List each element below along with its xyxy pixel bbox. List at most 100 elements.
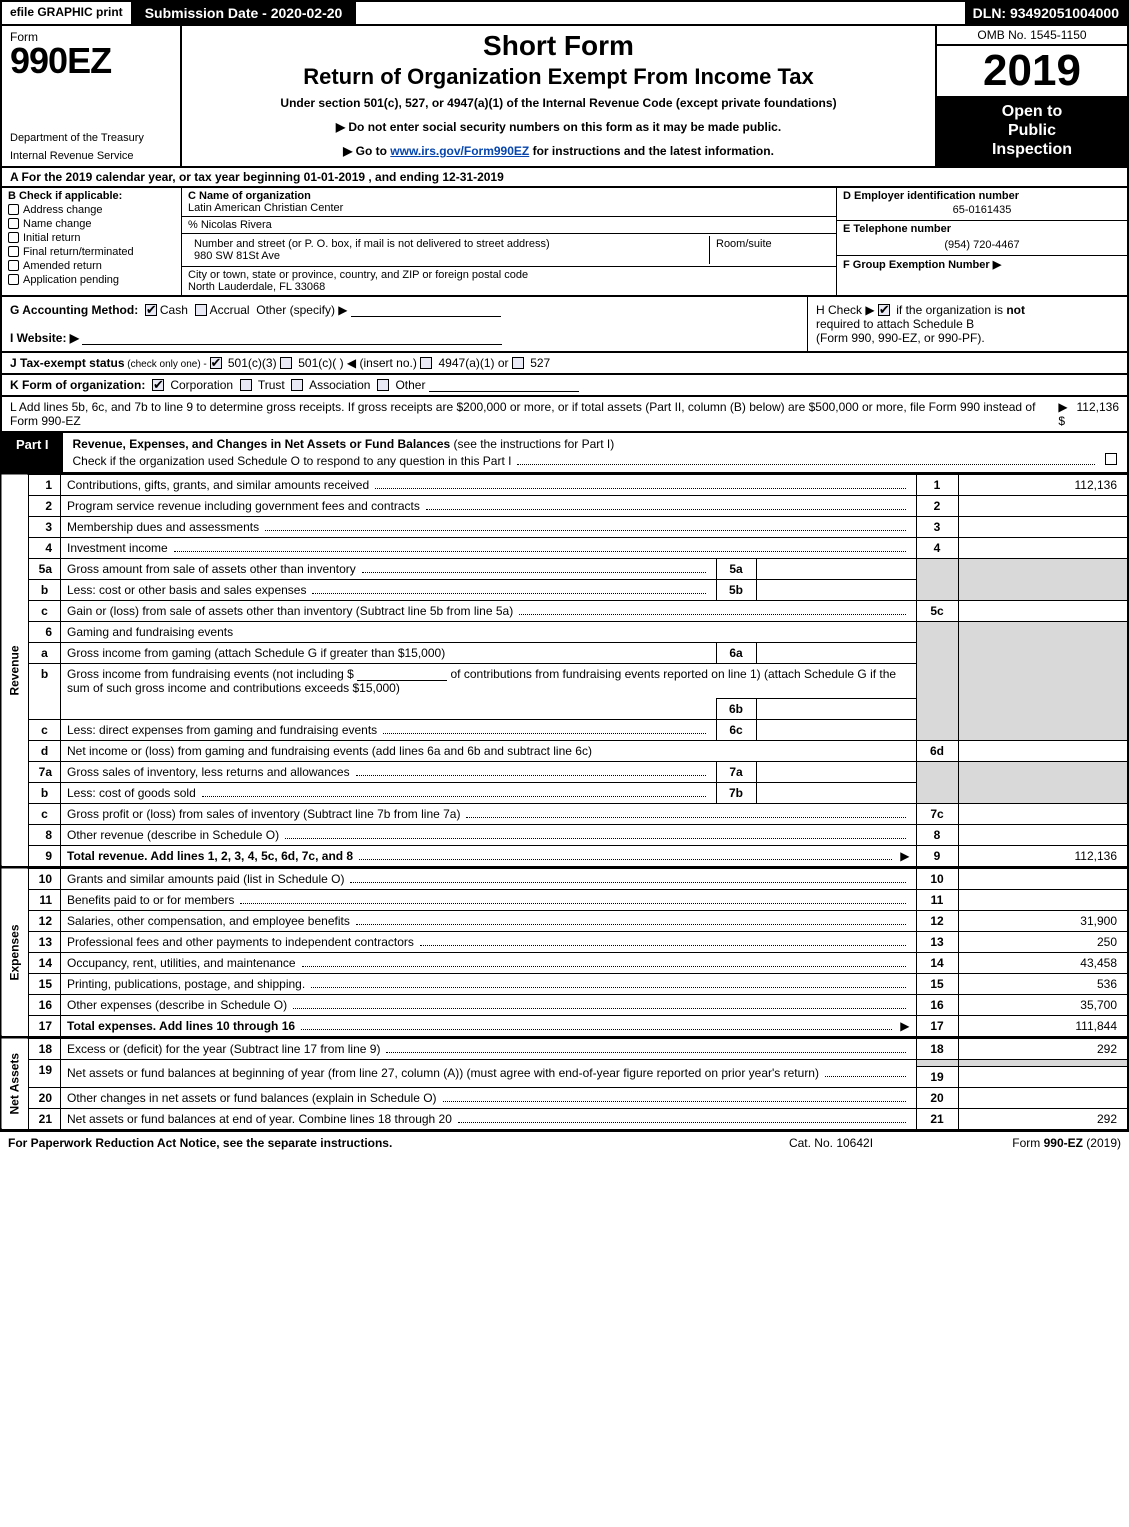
ln-7c-num: c [29, 803, 61, 824]
period-line-a: A For the 2019 calendar year, or tax yea… [0, 168, 1129, 188]
ln-5a-inner: 5a [716, 558, 756, 579]
ln-20-col: 20 [916, 1087, 958, 1108]
ln-11-col: 11 [916, 889, 958, 910]
k-other-input[interactable] [429, 378, 579, 392]
ln-8-col: 8 [916, 824, 958, 845]
chk-501c3[interactable] [210, 357, 222, 369]
chk-h[interactable] [878, 304, 890, 316]
accrual-label: Accrual [210, 303, 250, 317]
ln-4-num: 4 [29, 537, 61, 558]
line-7a: 7a Gross sales of inventory, less return… [1, 761, 1128, 782]
h-col: H Check ▶ if the organization is not req… [807, 297, 1127, 351]
ln-17-num: 17 [29, 1015, 61, 1037]
arrow-icon: ▶ [900, 849, 909, 863]
org-info-block: B Check if applicable: Address change Na… [0, 188, 1129, 297]
form-number: 990EZ [10, 40, 172, 82]
ln-13-col: 13 [916, 931, 958, 952]
box-b: B Check if applicable: Address change Na… [2, 188, 182, 295]
ln-3-text: Membership dues and assessments [67, 520, 259, 534]
ln-10-amt [958, 868, 1128, 889]
ln-16-amt: 35,700 [958, 994, 1128, 1015]
chk-amended-return[interactable]: Amended return [8, 260, 175, 272]
chk-name-change[interactable]: Name change [8, 218, 175, 230]
line-6: 6 Gaming and fundraising events [1, 621, 1128, 642]
ln-8-text: Other revenue (describe in Schedule O) [67, 828, 279, 842]
chk-527[interactable] [512, 357, 524, 369]
checkbox-icon [8, 260, 19, 271]
other-specify-input[interactable] [351, 303, 501, 317]
omb-number: OMB No. 1545-1150 [937, 26, 1127, 46]
submission-date-button[interactable]: Submission Date - 2020-02-20 [133, 2, 357, 24]
goto-pre: ▶ Go to [343, 144, 390, 158]
k-corp: Corporation [167, 378, 236, 392]
part-1-check-line: Check if the organization used Schedule … [73, 453, 1117, 468]
ln-6d-text: Net income or (loss) from gaming and fun… [67, 744, 592, 758]
chk-address-change[interactable]: Address change [8, 204, 175, 216]
website-input[interactable] [82, 331, 502, 345]
efile-print-button[interactable]: efile GRAPHIC print [2, 2, 133, 24]
expenses-table: Expenses 10 Grants and similar amounts p… [0, 868, 1129, 1038]
ln-14-text: Occupancy, rent, utilities, and maintena… [67, 956, 296, 970]
g-label: G Accounting Method: [10, 303, 138, 317]
shade-6-amt [958, 621, 1128, 740]
ln-7a-text: Gross sales of inventory, less returns a… [67, 765, 350, 779]
ln-5c-num: c [29, 600, 61, 621]
chk-4947[interactable] [420, 357, 432, 369]
ln-2-num: 2 [29, 495, 61, 516]
ln-6a-inner: 6a [716, 642, 756, 663]
ln-1-amt: 112,136 [958, 474, 1128, 495]
ln-10-text: Grants and similar amounts paid (list in… [67, 872, 344, 886]
h-text1: H Check ▶ [816, 303, 875, 317]
footer-form-bold: 990-EZ [1044, 1136, 1083, 1150]
ln-7b-inner: 7b [716, 782, 756, 803]
ln-15-text: Printing, publications, postage, and shi… [67, 977, 305, 991]
part-1-checkbox[interactable] [1105, 453, 1117, 465]
chk-final-return[interactable]: Final return/terminated [8, 246, 175, 258]
ln-6-text: Gaming and fundraising events [61, 621, 917, 642]
ln-19-amt [958, 1066, 1128, 1087]
goto-post: for instructions and the latest informat… [529, 144, 774, 158]
irs-link[interactable]: www.irs.gov/Form990EZ [390, 144, 529, 158]
topbar-spacer [356, 2, 964, 24]
chk-other-org[interactable] [377, 379, 389, 391]
ln-6d-num: d [29, 740, 61, 761]
chk-cash[interactable] [145, 304, 157, 316]
chk-accrual[interactable] [195, 304, 207, 316]
row-l: L Add lines 5b, 6c, and 7b to line 9 to … [0, 397, 1129, 433]
ln-14-amt: 43,458 [958, 952, 1128, 973]
chk-trust[interactable] [240, 379, 252, 391]
ln-7c-col: 7c [916, 803, 958, 824]
ln-2-text: Program service revenue including govern… [67, 499, 420, 513]
header-left: Form 990EZ Department of the Treasury In… [2, 26, 182, 166]
top-bar: efile GRAPHIC print Submission Date - 20… [0, 0, 1129, 26]
ln-7a-num: 7a [29, 761, 61, 782]
chk-corp[interactable] [152, 379, 164, 391]
row-g-h-i: G Accounting Method: Cash Accrual Other … [0, 297, 1129, 353]
ln-20-amt [958, 1087, 1128, 1108]
ln-7a-inner-amt [756, 761, 916, 782]
chk-assoc[interactable] [291, 379, 303, 391]
ssn-notice: ▶ Do not enter social security numbers o… [192, 120, 925, 134]
ln-4-text: Investment income [67, 541, 168, 555]
line-15: 15 Printing, publications, postage, and … [1, 973, 1128, 994]
chk-501c[interactable] [280, 357, 292, 369]
part-1-header: Part I Revenue, Expenses, and Changes in… [0, 433, 1129, 474]
ln-19-text: Net assets or fund balances at beginning… [67, 1066, 819, 1080]
ln-21-amt: 292 [958, 1108, 1128, 1130]
ln-5b-num: b [29, 579, 61, 600]
sidebar-expenses: Expenses [1, 868, 29, 1037]
tel-value: (954) 720-4467 [843, 239, 1121, 251]
ln-6b-blank[interactable] [357, 667, 447, 681]
ln-5a-num: 5a [29, 558, 61, 579]
line-3: 3 Membership dues and assessments 3 [1, 516, 1128, 537]
j-note: (check only one) - [125, 359, 210, 370]
ln-11-text: Benefits paid to or for members [67, 893, 234, 907]
line-13: 13 Professional fees and other payments … [1, 931, 1128, 952]
line-1: Revenue 1 Contributions, gifts, grants, … [1, 474, 1128, 495]
part-1-title-suffix: (see the instructions for Part I) [450, 437, 614, 451]
chk-application-pending[interactable]: Application pending [8, 274, 175, 286]
d-label: D Employer identification number [843, 190, 1121, 202]
chk-initial-return[interactable]: Initial return [8, 232, 175, 244]
footer-right: Form 990-EZ (2019) [921, 1136, 1121, 1150]
org-name-row: C Name of organization Latin American Ch… [182, 188, 836, 217]
